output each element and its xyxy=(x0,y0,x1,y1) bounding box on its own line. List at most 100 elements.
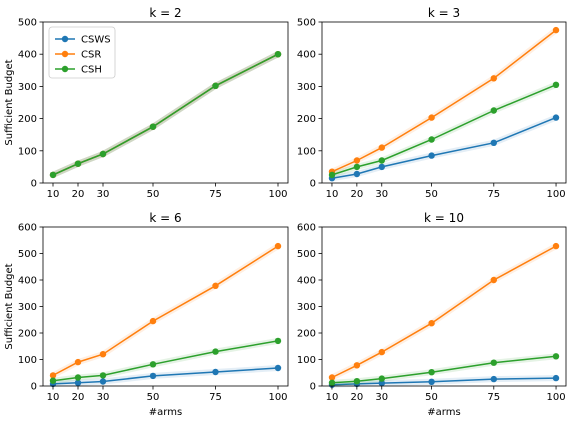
data-point-csr xyxy=(149,317,157,325)
y-tick-label: 500 xyxy=(18,249,37,260)
y-tick-label: 0 xyxy=(31,382,37,393)
x-tick-label: 50 xyxy=(147,189,160,200)
x-tick-label: 20 xyxy=(350,189,363,200)
y-tick-label: 100 xyxy=(297,355,316,366)
legend-marker-csws xyxy=(61,35,69,43)
legend-marker-csr xyxy=(61,50,69,58)
data-point-csh xyxy=(274,51,282,58)
y-tick-label: 400 xyxy=(297,276,316,287)
chart-panel-3: k = 6 10 20 30 50 75 100 0 100 200 300 400 500 600 #ar… xyxy=(4,211,289,418)
series-csh xyxy=(49,51,282,179)
data-point-csws xyxy=(552,114,560,121)
series-line-csh xyxy=(331,355,557,384)
data-point-csr xyxy=(552,242,560,250)
y-tick-label: 400 xyxy=(297,50,316,61)
y-tick-label: 600 xyxy=(18,223,37,234)
y-tick-label: 400 xyxy=(18,50,37,61)
series-line-csws xyxy=(331,116,557,179)
data-point-csh xyxy=(149,123,157,130)
data-point-csws xyxy=(428,378,435,385)
y-tick-label: 200 xyxy=(18,114,37,125)
data-point-csr xyxy=(212,282,219,289)
data-point-csh xyxy=(49,171,57,179)
data-point-csr xyxy=(74,358,82,366)
x-tick-label: 10 xyxy=(47,189,60,200)
series-line-csws xyxy=(331,377,557,386)
y-tick-label: 500 xyxy=(297,249,316,260)
x-tick-label: 100 xyxy=(546,189,565,200)
x-tick-label: 30 xyxy=(375,392,388,403)
data-point-csws xyxy=(552,374,560,382)
data-point-csh xyxy=(552,81,560,89)
data-point-csws xyxy=(378,163,385,171)
x-tick-label: 20 xyxy=(350,392,363,403)
data-point-csh xyxy=(378,157,385,164)
y-tick-label: 200 xyxy=(297,114,316,125)
data-point-csh xyxy=(490,107,497,114)
y-tick-label: 100 xyxy=(18,355,37,366)
x-tick-label: 30 xyxy=(375,189,388,200)
data-point-csr xyxy=(49,372,57,379)
x-tick-label: 75 xyxy=(487,392,500,403)
data-point-csr xyxy=(378,348,385,356)
data-point-csh xyxy=(212,82,219,90)
series-csh xyxy=(328,81,560,179)
x-axis-label: #arms xyxy=(427,407,460,418)
data-point-csh xyxy=(74,160,82,167)
data-point-csr xyxy=(328,374,336,381)
x-tick-label: 10 xyxy=(326,189,339,200)
data-point-csr xyxy=(353,362,361,369)
data-point-csws xyxy=(74,379,82,386)
series-csh xyxy=(49,337,282,384)
legend-label-csr: CSR xyxy=(81,50,101,61)
data-point-csws xyxy=(353,170,361,178)
y-tick-label: 200 xyxy=(297,329,316,340)
data-point-csr xyxy=(428,320,435,327)
series-line-csh xyxy=(52,53,279,176)
chart-title: k = 6 xyxy=(149,211,181,225)
data-point-csr xyxy=(428,114,435,121)
data-point-csh xyxy=(328,171,336,179)
data-point-csh xyxy=(212,348,219,355)
series-csws xyxy=(49,364,282,388)
series-csr xyxy=(49,242,282,379)
y-tick-label: 300 xyxy=(297,82,316,93)
y-tick-label: 200 xyxy=(18,329,37,340)
y-tick-label: 600 xyxy=(297,223,316,234)
axes-frame xyxy=(321,21,567,184)
y-tick-label: 0 xyxy=(310,382,316,393)
data-point-csws xyxy=(149,372,157,380)
x-tick-label: 50 xyxy=(425,392,438,403)
data-point-csws xyxy=(378,379,385,387)
x-tick-label: 75 xyxy=(487,189,500,200)
data-point-csr xyxy=(490,276,497,284)
data-point-csh xyxy=(49,377,57,384)
chart-title: k = 2 xyxy=(149,6,181,20)
series-line-csh xyxy=(52,340,279,382)
data-point-csh xyxy=(328,379,336,386)
y-tick-label: 0 xyxy=(310,179,316,190)
series-csh xyxy=(328,353,560,386)
x-axis-label: #arms xyxy=(149,407,182,418)
y-tick-label: 500 xyxy=(297,18,316,29)
series-line-csr xyxy=(331,29,557,173)
chart-panel-2: k = 3 10 20 30 50 75 100 0 100 200 300 400 500 xyxy=(297,6,567,200)
y-tick-label: 400 xyxy=(18,276,37,287)
data-point-csr xyxy=(353,157,361,164)
data-point-csws xyxy=(490,139,497,146)
chart-panel-4: k = 10 10 20 30 50 75 100 0 100 200 300 400 500 600 #a… xyxy=(297,211,567,418)
data-point-csws xyxy=(428,152,435,159)
data-point-csh xyxy=(74,374,82,381)
x-tick-label: 10 xyxy=(326,392,339,403)
data-point-csh xyxy=(428,369,435,376)
x-tick-label: 30 xyxy=(97,392,110,403)
y-axis-label: Sufficient Budget xyxy=(4,263,15,349)
x-tick-label: 100 xyxy=(268,189,287,200)
data-point-csh xyxy=(149,361,157,368)
x-tick-label: 50 xyxy=(147,392,160,403)
chart-title: k = 3 xyxy=(428,6,460,20)
y-tick-label: 100 xyxy=(297,146,316,157)
data-point-csr xyxy=(99,351,107,358)
x-tick-label: 75 xyxy=(209,392,222,403)
data-point-csr xyxy=(490,75,497,82)
